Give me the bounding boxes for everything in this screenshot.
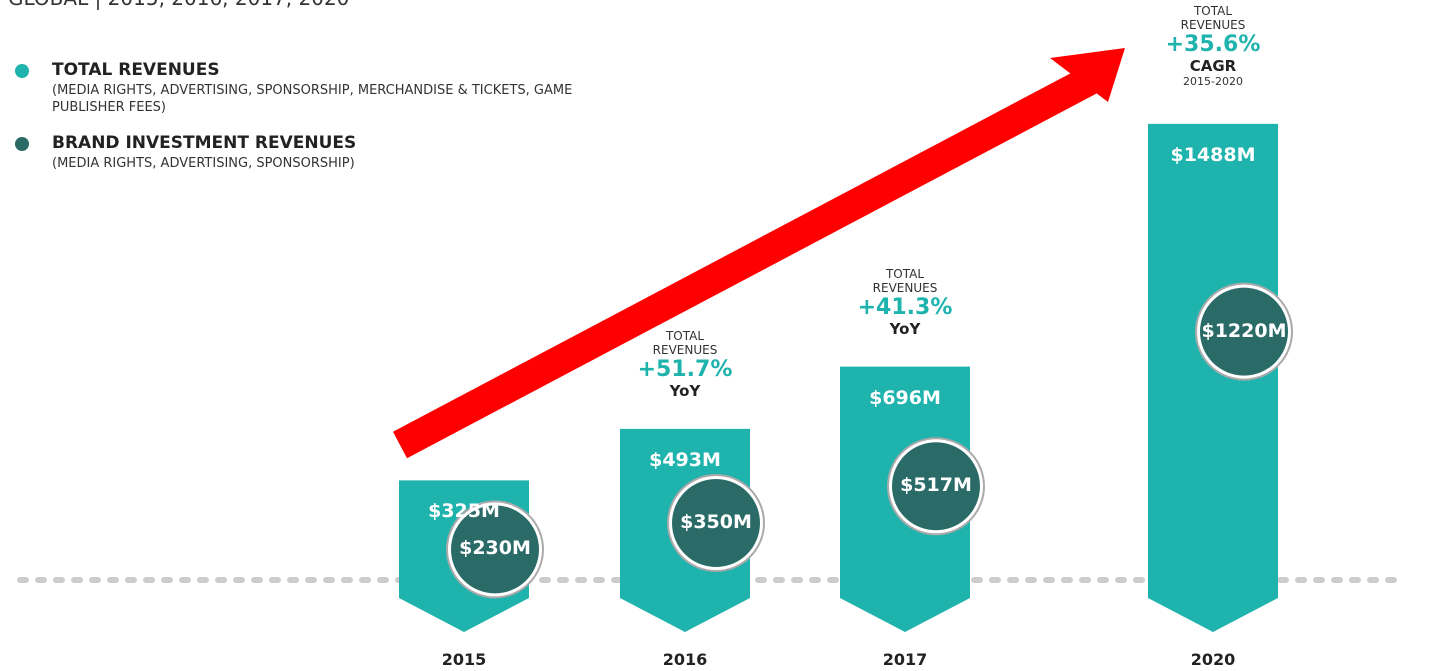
annotation-label: TOTAL REVENUES	[872, 266, 938, 295]
annotation-basis: CAGR	[1189, 56, 1237, 75]
annotation-basis: YoY	[889, 319, 921, 338]
bar-value-label: $325M	[428, 500, 500, 523]
category-label: 2020	[1190, 650, 1236, 669]
category-label: 2017	[882, 650, 928, 669]
annotation-label: TOTAL REVENUES	[1180, 3, 1246, 32]
annotation: TOTAL REVENUES +35.6% CAGR 2015-2020	[1143, 4, 1283, 88]
legend-description: (MEDIA RIGHTS, ADVERTISING, SPONSORSHIP)	[52, 156, 355, 171]
annotation-change: +41.3%	[857, 294, 953, 320]
legend-description: (MEDIA RIGHTS, ADVERTISING, SPONSORSHIP,…	[52, 83, 573, 115]
legend-title: BRAND INVESTMENT REVENUES	[52, 133, 357, 153]
overlay-arrow-head	[1050, 48, 1125, 102]
bar-value-label: $493M	[649, 448, 721, 471]
bubble-value-label: $350M	[680, 511, 752, 533]
annotation-label: TOTAL REVENUES	[652, 328, 718, 357]
bubble	[672, 479, 760, 567]
annotation-change: +51.7%	[637, 356, 733, 382]
bubble-value-label: $517M	[900, 474, 972, 497]
bubble	[451, 505, 539, 594]
bar	[1148, 123, 1278, 632]
subtitle: GLOBAL | 2015, 2016, 2017, 2020	[8, 0, 349, 10]
bubble-value-label: $230M	[459, 537, 531, 560]
annotation: TOTAL REVENUES +41.3% YoY	[835, 267, 975, 338]
legend-dot	[15, 137, 29, 151]
bar-value-label: $1488M	[1170, 143, 1256, 166]
annotation-period: 2015-2020	[1183, 74, 1243, 88]
bubble-value-label: $1220M	[1201, 319, 1287, 342]
legend-title: TOTAL REVENUES	[52, 60, 220, 80]
legend-dot	[15, 64, 29, 78]
category-label: 2016	[662, 650, 708, 669]
annotation-change: +35.6%	[1165, 31, 1261, 57]
annotation-basis: YoY	[669, 381, 701, 400]
bubble	[1200, 287, 1288, 376]
bar-value-label: $696M	[869, 386, 941, 409]
bubble	[892, 442, 980, 531]
category-label: 2015	[441, 650, 487, 669]
overlay-arrow-shaft	[392, 66, 1098, 459]
annotation: TOTAL REVENUES +51.7% YoY	[615, 329, 755, 400]
